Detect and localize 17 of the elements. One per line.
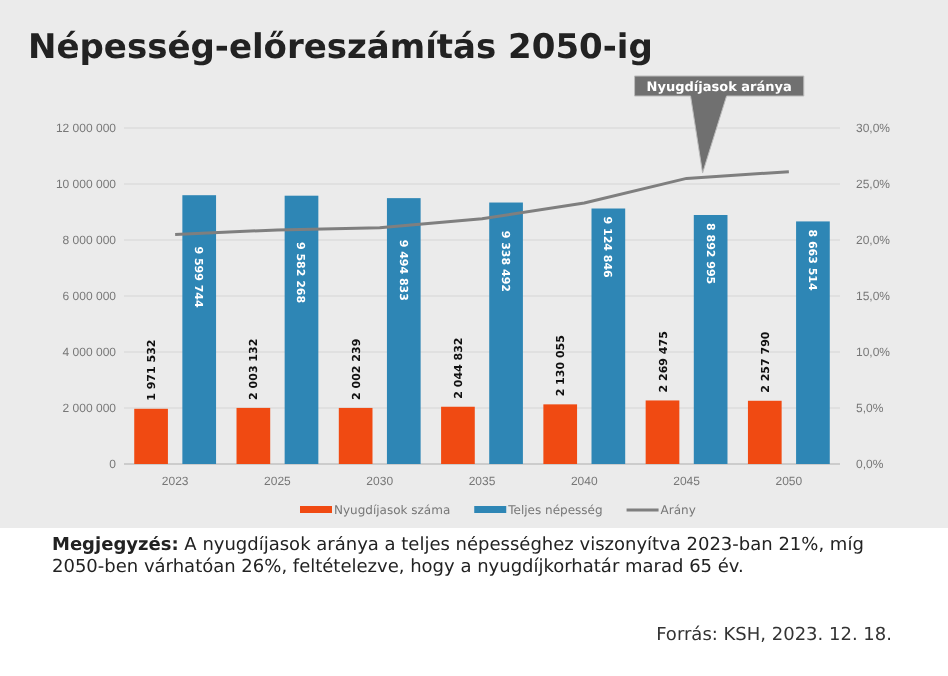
bar bbox=[645, 400, 680, 464]
bar bbox=[284, 195, 319, 464]
bar bbox=[236, 407, 271, 464]
bar bbox=[441, 406, 475, 464]
bar bbox=[796, 221, 830, 464]
bar bbox=[134, 408, 168, 464]
text: Megjegyzés: A nyugdíjasok aránya a teljes népességhez viszonyítva 2023-ban 21%, míg 2050-ben várhatóan 26%, feltételezve, hogy a nyugdíjkorhatár marad 65 év. bbox=[52, 536, 864, 578]
bar bbox=[591, 208, 626, 464]
bar bbox=[338, 407, 373, 464]
bar bbox=[747, 400, 782, 464]
chart-title: Népesség-előreszámítás 2050-ig bbox=[28, 28, 653, 68]
bar bbox=[489, 202, 523, 464]
bar bbox=[543, 404, 578, 464]
text: Forrás: KSH, 2023. 12. 18. bbox=[656, 624, 892, 646]
bar bbox=[693, 215, 728, 464]
bar bbox=[182, 195, 217, 464]
bar bbox=[386, 198, 421, 464]
